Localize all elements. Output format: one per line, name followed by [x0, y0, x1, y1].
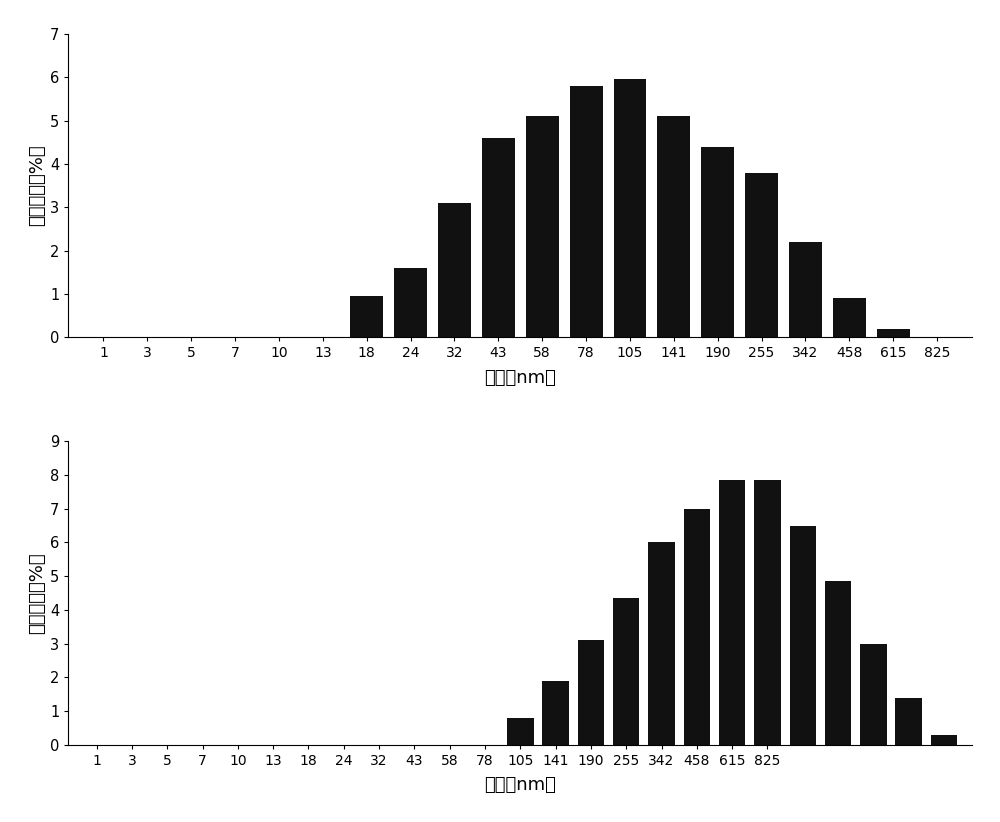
- Bar: [931, 735, 957, 745]
- Bar: [507, 718, 534, 745]
- Bar: [570, 85, 603, 337]
- Bar: [438, 203, 471, 337]
- X-axis label: 尺寸（nm）: 尺寸（nm）: [484, 776, 556, 794]
- Bar: [684, 509, 710, 745]
- Bar: [789, 242, 822, 337]
- Bar: [745, 173, 778, 337]
- Bar: [877, 329, 910, 337]
- Bar: [613, 598, 639, 745]
- Bar: [350, 296, 383, 337]
- Bar: [701, 146, 734, 337]
- Bar: [860, 644, 887, 745]
- Bar: [614, 79, 646, 337]
- Bar: [895, 698, 922, 745]
- Y-axis label: 信号强度（%）: 信号强度（%）: [28, 552, 46, 634]
- Bar: [648, 543, 675, 745]
- Bar: [578, 640, 604, 745]
- Bar: [754, 480, 781, 745]
- Bar: [542, 681, 569, 745]
- Bar: [833, 298, 866, 337]
- X-axis label: 尺寸（nm）: 尺寸（nm）: [484, 369, 556, 386]
- Bar: [526, 116, 559, 337]
- Bar: [790, 525, 816, 745]
- Y-axis label: 信号强度（%）: 信号强度（%）: [28, 145, 46, 226]
- Bar: [394, 268, 427, 337]
- Bar: [719, 480, 745, 745]
- Bar: [657, 116, 690, 337]
- Bar: [482, 138, 515, 337]
- Bar: [825, 581, 851, 745]
